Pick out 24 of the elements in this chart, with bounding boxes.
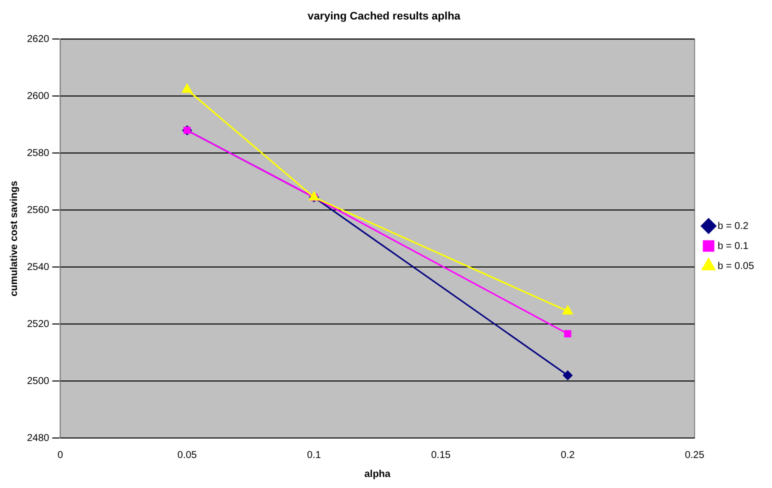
point <box>564 330 572 338</box>
x-tick-label: 0.05 <box>177 450 198 461</box>
y-tick-label: 2480 <box>26 432 50 444</box>
y-tick-label: 2580 <box>26 148 50 159</box>
chart-title: varying Cached results aplha <box>308 10 462 23</box>
x-tick-label: 0.2 <box>560 450 576 461</box>
y-tick-label: 2520 <box>26 318 50 330</box>
x-tick-label: 0.15 <box>431 450 452 461</box>
y-tick-label: 2500 <box>26 376 50 387</box>
y-axis-title: cumulative cost savings <box>8 180 20 296</box>
legend-label: b = 0.2 <box>718 220 749 232</box>
point <box>562 370 572 380</box>
legend-label: b = 0.1 <box>718 240 749 252</box>
x-tick-label: 0.1 <box>307 450 322 461</box>
x-tick-label: 0.25 <box>684 450 705 461</box>
y-tick-label: 2620 <box>26 34 50 45</box>
point <box>562 305 573 314</box>
point <box>182 84 192 93</box>
x-tick-label: 0 <box>57 450 64 461</box>
x-axis-title: alpha <box>364 468 391 480</box>
y-tick-label: 2540 <box>26 262 50 273</box>
y-tick-label: 2560 <box>26 204 50 216</box>
y-tick-label: 2600 <box>26 90 50 102</box>
legend-label: b = 0.05 <box>718 260 754 272</box>
